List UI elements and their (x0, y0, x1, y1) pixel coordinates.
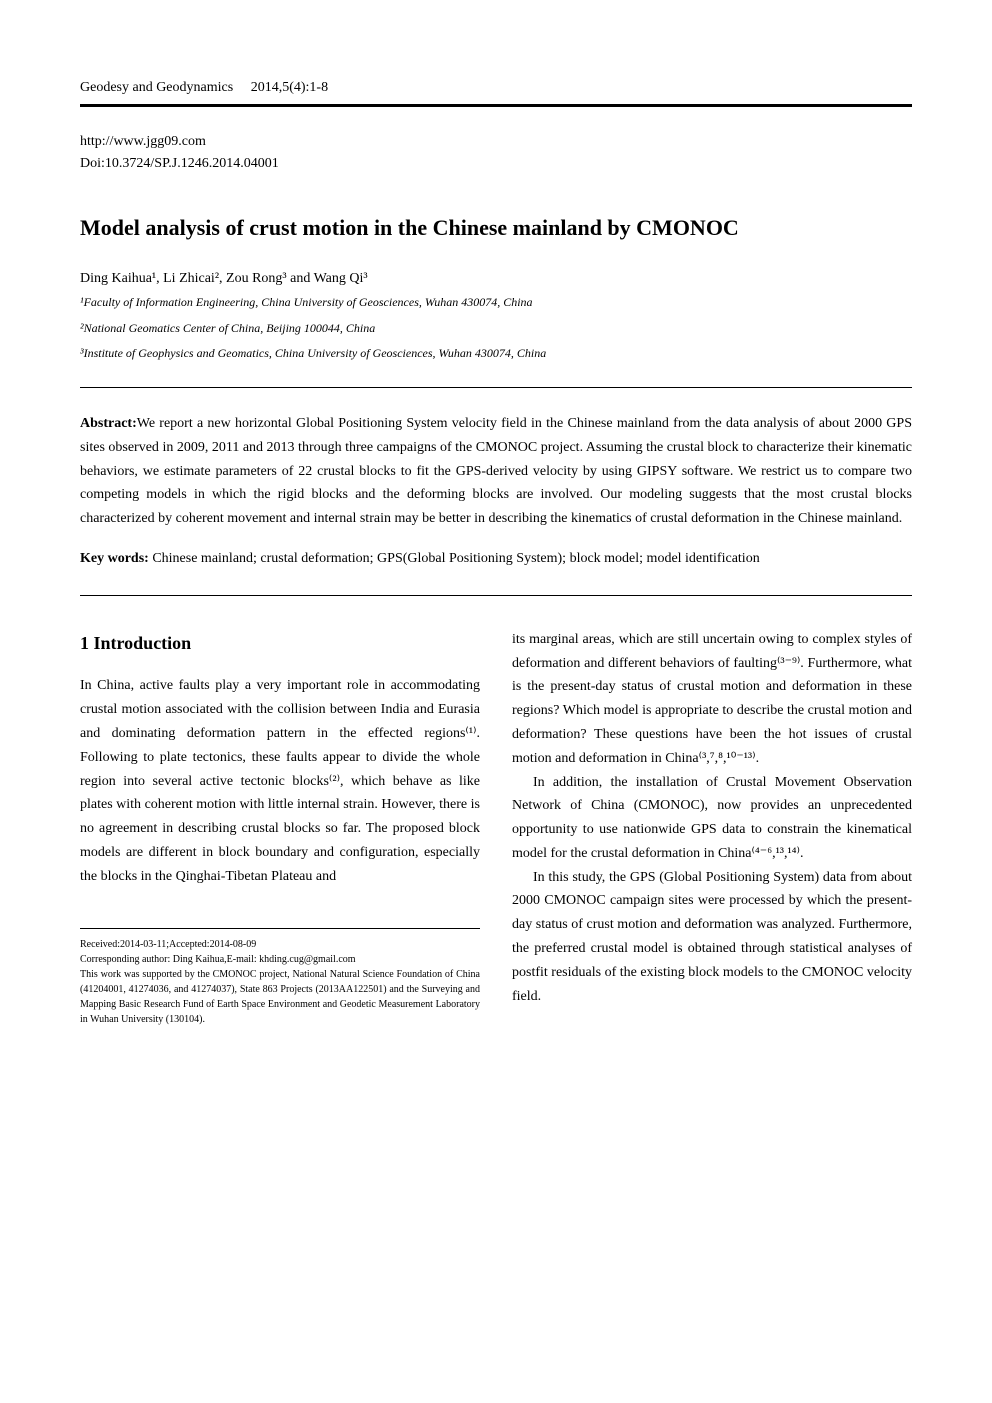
keywords-label: Key words: (80, 551, 149, 566)
keywords-section: Key words: Chinese mainland; crustal def… (80, 547, 912, 571)
journal-name: Geodesy and Geodynamics (80, 80, 233, 95)
intro-paragraph-4: In this study, the GPS (Global Positioni… (512, 866, 912, 1009)
affiliation-3: ³Institute of Geophysics and Geomatics, … (80, 344, 912, 363)
doi-text: Doi:10.3724/SP.J.1246.2014.04001 (80, 153, 912, 175)
section-1-heading: 1 Introduction (80, 628, 480, 659)
intro-paragraph-3: In addition, the installation of Crustal… (512, 771, 912, 866)
abstract-label: Abstract: (80, 416, 137, 431)
journal-pages: 1-8 (309, 80, 328, 95)
abstract-section: Abstract:We report a new horizontal Glob… (80, 412, 912, 531)
right-column: its marginal areas, which are still unce… (512, 628, 912, 1028)
intro-paragraph-1: In China, active faults play a very impo… (80, 674, 480, 888)
intro-paragraph-2: its marginal areas, which are still unce… (512, 628, 912, 771)
journal-year: 2014 (251, 80, 279, 95)
affiliation-2: ²National Geomatics Center of China, Bei… (80, 319, 912, 338)
footnotes: Received:2014-03-11;Accepted:2014-08-09 … (80, 928, 480, 1027)
abstract-text: We report a new horizontal Global Positi… (80, 416, 912, 526)
divider (80, 387, 912, 388)
corresponding-author: Corresponding author: Ding Kaihua,E-mail… (80, 952, 480, 967)
left-column: 1 Introduction In China, active faults p… (80, 628, 480, 1028)
journal-volume: 5(4) (282, 80, 305, 95)
received-date: Received:2014-03-11;Accepted:2014-08-09 (80, 937, 480, 952)
journal-header: Geodesy and Geodynamics 2014,5(4):1-8 (80, 80, 912, 107)
authors-list: Ding Kaihua¹, Li Zhicai², Zou Rong³ and … (80, 271, 912, 287)
funding-info: This work was supported by the CMONOC pr… (80, 967, 480, 1027)
keywords-text: Chinese mainland; crustal deformation; G… (152, 551, 759, 566)
journal-url: http://www.jgg09.com (80, 131, 912, 153)
article-title: Model analysis of crust motion in the Ch… (80, 208, 912, 248)
main-content: 1 Introduction In China, active faults p… (80, 628, 912, 1028)
doi-section: http://www.jgg09.com Doi:10.3724/SP.J.12… (80, 131, 912, 176)
affiliation-1: ¹Faculty of Information Engineering, Chi… (80, 293, 912, 312)
divider (80, 595, 912, 596)
